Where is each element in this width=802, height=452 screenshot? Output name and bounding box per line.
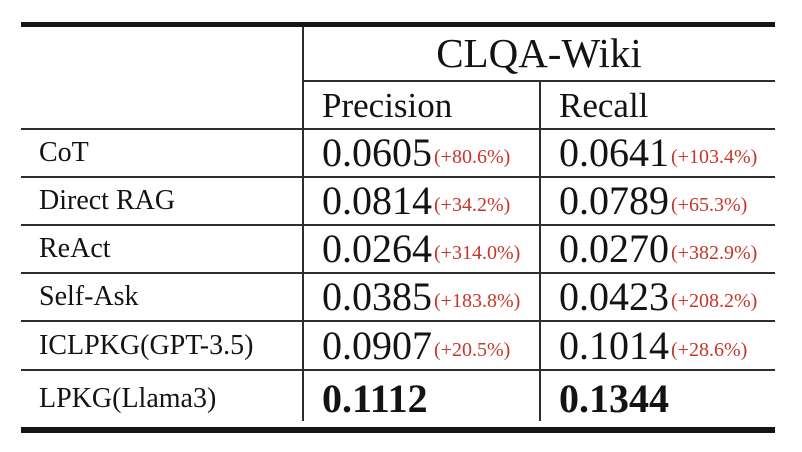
group-header-underline	[303, 80, 775, 82]
recall-delta: (+208.2%)	[671, 290, 758, 312]
bottom-rule	[21, 427, 775, 433]
table-row: Direct RAG 0.0814 (+34.2%) 0.0789 (+65.3%)	[21, 178, 775, 224]
precision-cell: 0.0814 (+34.2%)	[303, 178, 540, 224]
column-divider-precision-recall	[539, 82, 541, 421]
row-separator	[21, 176, 775, 178]
precision-value: 0.0605	[322, 130, 432, 175]
precision-cell: 0.0385 (+183.8%)	[303, 274, 540, 320]
method-label: ReAct	[39, 233, 111, 264]
table-row: CoT 0.0605 (+80.6%) 0.0641 (+103.4%)	[21, 130, 775, 176]
table-row: ReAct 0.0264 (+314.0%) 0.0270 (+382.9%)	[21, 226, 775, 272]
recall-delta: (+103.4%)	[671, 146, 758, 168]
precision-delta: (+183.8%)	[434, 290, 521, 312]
recall-cell: 0.0641 (+103.4%)	[540, 130, 775, 176]
empty-corner-cell	[21, 27, 303, 80]
recall-cell: 0.0789 (+65.3%)	[540, 178, 775, 224]
precision-value: 0.1112	[322, 376, 428, 421]
recall-delta: (+382.9%)	[671, 242, 758, 264]
recall-value: 0.1344	[559, 376, 669, 421]
recall-value: 0.0641	[559, 130, 669, 175]
precision-delta: (+34.2%)	[434, 194, 511, 216]
recall-value: 0.0270	[559, 226, 669, 271]
group-header-row: CLQA-Wiki	[21, 27, 775, 80]
column-divider-methods	[302, 27, 304, 421]
recall-value: 0.1014	[559, 322, 669, 368]
empty-corner-cell	[21, 82, 303, 128]
table-row: LPKG(Llama3) 0.1112 0.1344	[21, 371, 775, 427]
row-separator	[21, 320, 775, 322]
precision-value: 0.0264	[322, 226, 432, 271]
method-label: LPKG(Llama3)	[39, 383, 217, 414]
recall-value: 0.0423	[559, 274, 669, 319]
column-header-row: Precision Recall	[21, 82, 775, 128]
recall-delta: (+28.6%)	[671, 338, 748, 361]
precision-delta: (+20.5%)	[434, 338, 511, 361]
precision-delta: (+80.6%)	[434, 146, 511, 168]
precision-cell: 0.0907 (+20.5%)	[303, 322, 540, 369]
precision-delta: (+314.0%)	[434, 242, 521, 264]
precision-cell: 0.0605 (+80.6%)	[303, 130, 540, 176]
method-label: Direct RAG	[39, 185, 176, 216]
header-bottom-line	[21, 128, 775, 130]
recall-delta: (+65.3%)	[671, 194, 748, 216]
recall-cell: 0.1344	[540, 371, 775, 427]
method-label: CoT	[39, 137, 89, 168]
recall-cell: 0.0270 (+382.9%)	[540, 226, 775, 272]
table-row: Self-Ask 0.0385 (+183.8%) 0.0423 (+208.2%)	[21, 274, 775, 320]
method-label: Self-Ask	[39, 281, 139, 312]
method-label: ICLPKG(GPT-3.5)	[39, 329, 254, 361]
column-header-recall: Recall	[559, 85, 649, 125]
precision-cell: 0.1112	[303, 371, 540, 427]
table-row: ICLPKG(GPT-3.5) 0.0907 (+20.5%) 0.1014 (+2…	[21, 322, 775, 369]
recall-value: 0.0789	[559, 178, 669, 223]
group-header: CLQA-Wiki	[436, 30, 642, 76]
recall-cell: 0.1014 (+28.6%)	[540, 322, 775, 369]
column-header-precision: Precision	[322, 85, 453, 125]
precision-value: 0.0907	[322, 322, 432, 368]
top-rule	[21, 22, 775, 27]
row-separator	[21, 224, 775, 226]
precision-value: 0.0814	[322, 178, 432, 223]
row-separator	[21, 369, 775, 371]
precision-value: 0.0385	[322, 274, 432, 319]
precision-cell: 0.0264 (+314.0%)	[303, 226, 540, 272]
row-separator	[21, 272, 775, 274]
recall-cell: 0.0423 (+208.2%)	[540, 274, 775, 320]
